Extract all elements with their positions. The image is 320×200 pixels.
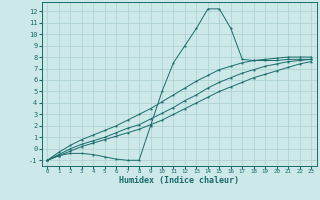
- X-axis label: Humidex (Indice chaleur): Humidex (Indice chaleur): [119, 176, 239, 185]
